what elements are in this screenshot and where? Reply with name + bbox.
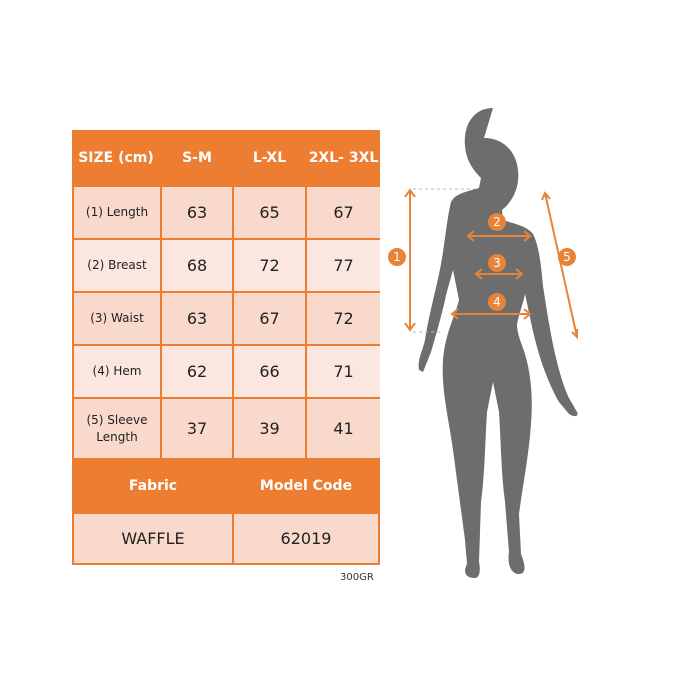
header-cell: SIZE (cm): [78, 150, 154, 166]
size-value-cell: 37: [162, 399, 232, 458]
fabric-header: Fabric: [128, 478, 178, 494]
model-code-header: Model Code: [259, 478, 353, 494]
size-value-cell: 77: [307, 240, 380, 291]
size-value-cell: 66: [234, 346, 305, 397]
fabric-value: WAFFLE: [74, 514, 232, 563]
breast-arrow: [466, 230, 532, 242]
header-cell: 2XL- 3XL: [308, 150, 379, 166]
length-arrow: [404, 188, 416, 332]
row-label: (2) Breast: [74, 240, 160, 291]
header-cell: L-XL: [252, 150, 287, 166]
silhouette: [418, 108, 578, 578]
measure-lines: [404, 188, 578, 340]
sleeve-arrow: [541, 191, 578, 340]
size-value-cell: 72: [234, 240, 305, 291]
row-label: (3) Waist: [74, 293, 160, 344]
fabric-weight-note: 300GR: [340, 572, 374, 583]
row-label: (1) Length: [74, 187, 160, 238]
header-cell: S-M: [182, 150, 212, 166]
size-value-cell: 68: [162, 240, 232, 291]
measure-marker-2: 2: [488, 213, 506, 231]
size-value-cell: 65: [234, 187, 305, 238]
size-value-cell: 62: [162, 346, 232, 397]
measure-marker-5: 5: [558, 248, 576, 266]
measure-marker-3: 3: [488, 254, 506, 272]
size-value-cell: 67: [307, 187, 380, 238]
hem-arrow: [450, 308, 532, 320]
model-code-value: 62019: [234, 514, 378, 563]
measure-marker-4: 4: [488, 293, 506, 311]
size-value-cell: 71: [307, 346, 380, 397]
size-value-cell: 63: [162, 293, 232, 344]
row-label: (4) Hem: [74, 346, 160, 397]
measure-marker-1: 1: [388, 248, 406, 266]
waist-arrow: [474, 268, 524, 280]
size-value-cell: 72: [307, 293, 380, 344]
size-chart-table: SIZE (cm) S-M L-XL 2XL- 3XL (1) Length 63 65 67…: [72, 130, 380, 565]
size-value-cell: 39: [234, 399, 305, 458]
size-value-cell: 67: [234, 293, 305, 344]
size-value-cell: 63: [162, 187, 232, 238]
row-label: (5) Sleeve Length: [74, 399, 160, 458]
size-value-cell: 41: [307, 399, 380, 458]
